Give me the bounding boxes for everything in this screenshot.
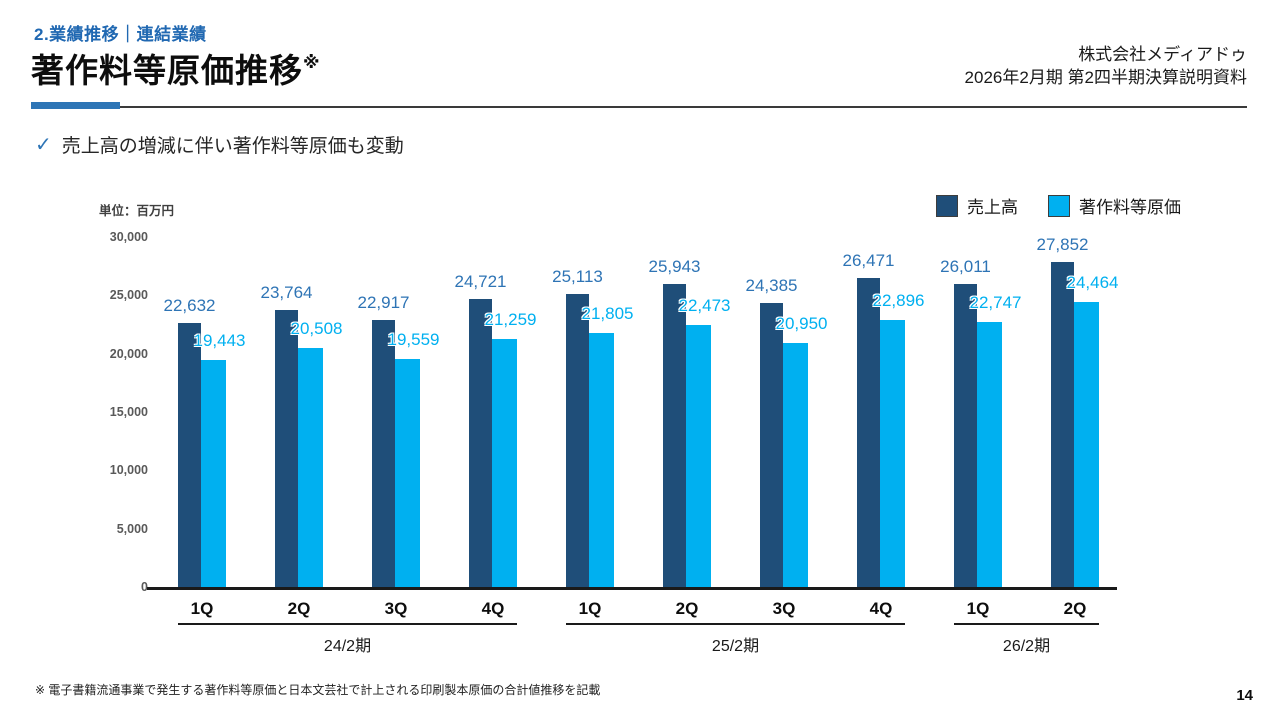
key-message-row: ✓ 売上高の増減に伴い著作料等原価も変動	[35, 131, 404, 158]
page-title-text: 著作料等原価推移	[31, 52, 303, 89]
bar-sales	[178, 323, 201, 587]
bar-label-sales: 24,385	[745, 276, 798, 295]
bar-cost	[201, 360, 226, 587]
bar-label-cost: 21,805	[581, 304, 634, 323]
page-number: 14	[1236, 687, 1253, 704]
bar-cost	[395, 359, 420, 587]
bar-label-sales: 25,943	[648, 257, 701, 276]
bar-label-cost: 20,508	[290, 319, 343, 338]
bar-sales	[372, 320, 395, 587]
bar-label-cost: 22,747	[969, 293, 1022, 312]
legend-label-sales: 売上高	[967, 198, 1018, 217]
bar-label-cost: 21,259	[484, 310, 537, 329]
title-note-mark: ※	[303, 53, 321, 72]
bar-cost	[783, 343, 808, 587]
key-message: 売上高の増減に伴い著作料等原価も変動	[61, 136, 404, 157]
x-tick-quarter: 2Q	[287, 599, 311, 618]
bar-label-cost: 19,559	[387, 330, 440, 349]
legend-item-sales: 売上高	[936, 193, 1018, 218]
footnote: ※ 電子書籍流通事業で発生する著作料等原価と日本文芸社で計上される印刷製本原価の…	[35, 683, 601, 697]
y-axis-tick: 30,000	[109, 230, 148, 244]
axis-unit-label: 単位：百万円	[99, 204, 175, 218]
bar-label-sales: 27,852	[1036, 235, 1089, 254]
bar-cost	[589, 333, 614, 587]
bar-label-cost: 24,464	[1066, 273, 1119, 292]
bar-cost	[686, 325, 711, 587]
header-company-block: 株式会社メディアドゥ 2026年2月期 第2四半期決算説明資料	[965, 44, 1247, 90]
x-tick-quarter: 1Q	[966, 599, 990, 618]
period-label: 26/2期	[1002, 638, 1051, 655]
bar-cost	[977, 322, 1002, 587]
y-axis-tick: 15,000	[109, 405, 148, 419]
bar-label-cost: 22,473	[678, 296, 731, 315]
bar-sales	[954, 284, 977, 587]
x-tick-quarter: 4Q	[869, 599, 893, 618]
period-underline	[954, 623, 1099, 625]
chart-legend: 売上高 著作料等原価	[936, 193, 1181, 218]
bar-sales	[857, 278, 880, 587]
bar-label-sales: 23,764	[260, 283, 313, 302]
bar-label-sales: 26,011	[940, 257, 991, 276]
period-label: 25/2期	[711, 638, 760, 655]
legend-item-cost: 著作料等原価	[1048, 193, 1181, 218]
y-axis-tick: 10,000	[109, 463, 148, 478]
document-title: 2026年2月期 第2四半期決算説明資料	[964, 67, 1247, 87]
y-axis-tick: 5,000	[116, 521, 148, 536]
period-underline	[178, 623, 517, 625]
bar-sales	[275, 310, 298, 587]
y-axis-tick: 20,000	[109, 346, 148, 361]
bar-sales	[566, 294, 589, 587]
legend-swatch-cost	[1048, 194, 1070, 217]
bar-label-sales: 26,471	[842, 251, 895, 270]
period-underline	[566, 623, 905, 625]
company-name: 株式会社メディアドゥ	[1078, 45, 1247, 64]
title-divider	[31, 106, 1247, 108]
x-tick-quarter: 3Q	[772, 599, 796, 618]
x-tick-quarter: 1Q	[190, 599, 214, 618]
bar-sales	[1051, 262, 1074, 587]
bar-label-sales: 24,721	[454, 272, 507, 291]
bar-label-cost: 19,443	[193, 331, 246, 350]
x-axis-line	[147, 587, 1117, 590]
bar-sales	[760, 303, 783, 587]
checkmark-icon: ✓	[35, 134, 52, 156]
x-tick-quarter: 1Q	[578, 599, 602, 618]
y-axis-tick: 0	[141, 580, 148, 594]
bar-cost	[298, 348, 323, 587]
legend-label-cost: 著作料等原価	[1079, 198, 1181, 217]
title-divider-accent	[31, 102, 120, 109]
bar-cost	[492, 339, 517, 587]
bar-label-cost: 20,950	[775, 314, 828, 333]
bar-label-sales: 22,632	[163, 296, 216, 315]
x-tick-quarter: 2Q	[1063, 599, 1087, 618]
period-label: 24/2期	[323, 638, 372, 655]
y-axis-tick: 25,000	[109, 288, 148, 303]
x-tick-quarter: 2Q	[675, 599, 699, 618]
x-tick-quarter: 4Q	[481, 599, 505, 618]
page-title: 著作料等原価推移※	[31, 44, 321, 92]
bar-label-sales: 22,917	[357, 293, 410, 312]
bar-sales	[663, 284, 686, 587]
bar-cost	[1074, 302, 1099, 587]
bar-cost	[880, 320, 905, 587]
legend-swatch-sales	[936, 194, 958, 217]
bar-label-sales: 25,113	[552, 267, 603, 286]
bar-sales	[469, 299, 492, 587]
section-label: 2.業績推移｜連結業績	[34, 25, 207, 44]
x-tick-quarter: 3Q	[384, 599, 408, 618]
bar-label-cost: 22,896	[872, 291, 925, 310]
